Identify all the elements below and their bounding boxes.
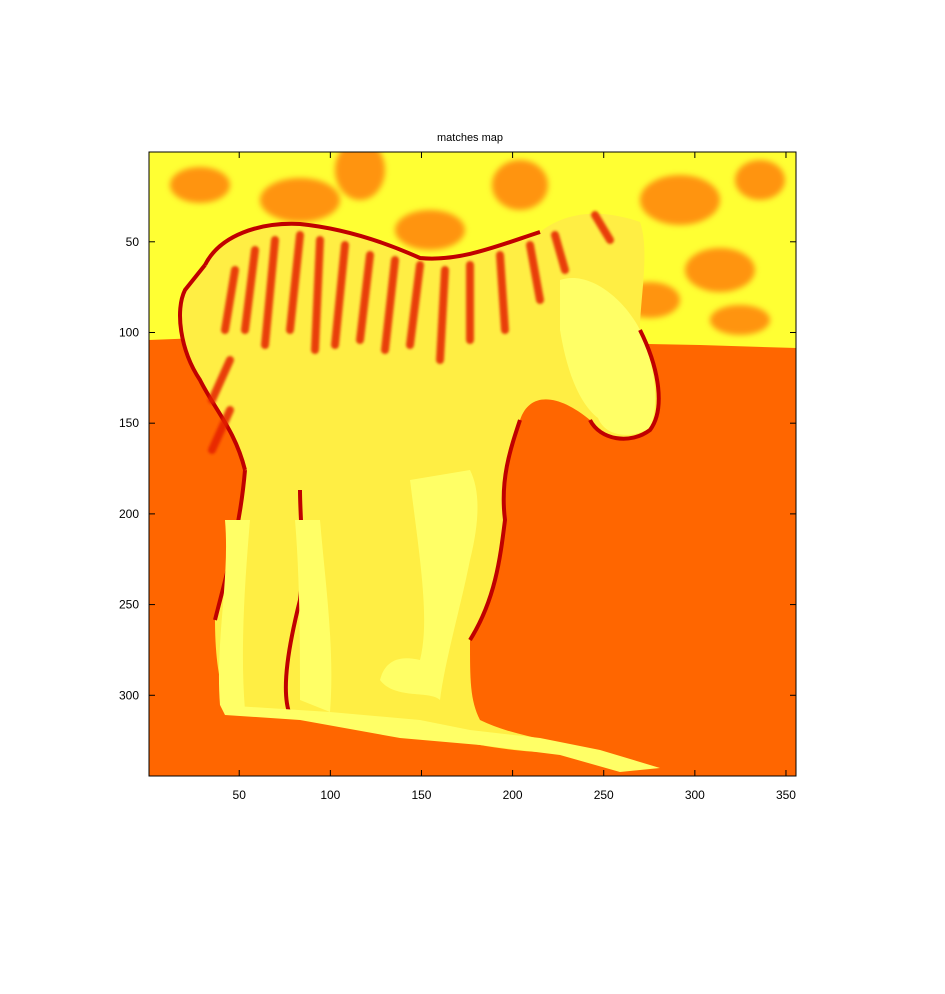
axes-box (148, 151, 797, 777)
zebra-stripe (591, 211, 614, 244)
y-axis: 50 100 150 200 250 300 (119, 235, 796, 702)
y-tick-label: 200 (119, 507, 139, 521)
background-patch (640, 175, 720, 225)
zebra-stripe (551, 231, 569, 274)
background-patch (710, 305, 770, 335)
zebra-shadow (220, 705, 660, 772)
x-tick-label: 50 (233, 788, 247, 802)
y-tick-label: 50 (126, 235, 140, 249)
background-patch (685, 248, 755, 292)
background-patch (492, 160, 548, 210)
zebra-stripe (381, 256, 399, 354)
zebra-stripe (286, 231, 304, 334)
x-tick-label: 100 (320, 788, 340, 802)
zebra-stripe (208, 356, 234, 404)
zebra-head-highlight (560, 278, 656, 435)
x-tick-label: 350 (776, 788, 796, 802)
zebra-stripe (208, 406, 234, 454)
zebra-shape (178, 211, 661, 772)
zebra-stripe (436, 266, 449, 364)
zebra-stripe (311, 236, 324, 354)
x-tick-label: 150 (411, 788, 431, 802)
y-tick-label: 100 (119, 325, 139, 339)
y-tick-label: 150 (119, 416, 139, 430)
zebra-stripe (526, 241, 544, 304)
zebra-stripe (356, 251, 374, 344)
background-patch (395, 210, 465, 250)
background-patch (170, 167, 230, 203)
y-tick-label: 300 (119, 688, 139, 702)
background-patch (260, 178, 340, 222)
x-tick-label: 200 (503, 788, 523, 802)
zebra-stripe (221, 266, 239, 334)
zebra-stripe (406, 261, 424, 349)
x-axis: 50 100 150 200 250 300 350 (233, 152, 796, 802)
background-patch (335, 152, 385, 200)
zebra-stripe (261, 236, 279, 349)
heatmap-image (149, 152, 796, 776)
y-tick-label: 250 (119, 598, 139, 612)
chart-title: matches map (437, 132, 503, 144)
x-tick-label: 250 (594, 788, 614, 802)
zebra-stripe (331, 241, 349, 349)
zebra-outline (178, 221, 661, 716)
zebra-stripe (241, 246, 259, 334)
background-patch (735, 160, 785, 200)
x-tick-label: 300 (685, 788, 705, 802)
zebra-stripe (496, 251, 509, 334)
zebra-legs (218, 470, 478, 712)
